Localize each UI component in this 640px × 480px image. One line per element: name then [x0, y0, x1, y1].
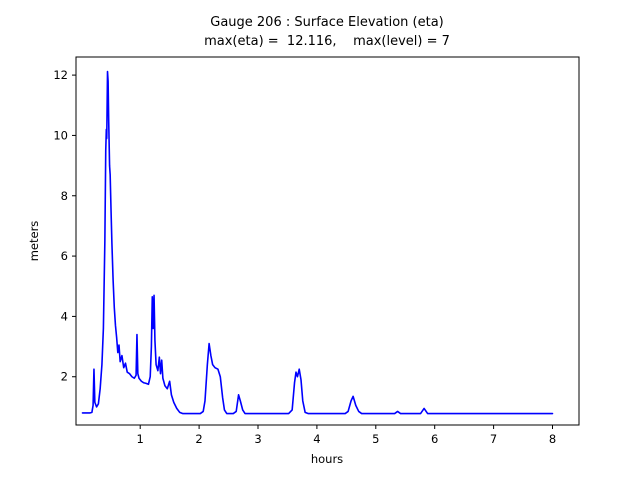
x-tick-label: 5: [372, 432, 379, 446]
y-axis-label: meters: [27, 221, 41, 262]
y-tick-label: 4: [61, 309, 68, 323]
eta-series-line: [81, 70, 554, 415]
x-tick-label: 4: [313, 432, 320, 446]
y-tick-label: 10: [53, 128, 68, 142]
chart-subtitle: max(eta) = 12.116, max(level) = 7: [204, 34, 450, 49]
axes-frame: [75, 56, 580, 426]
x-tick-label: 3: [254, 432, 261, 446]
x-tick-label: 6: [431, 432, 438, 446]
chart-title: Gauge 206 : Surface Elevation (eta): [210, 15, 444, 30]
y-tick-label: 12: [53, 68, 68, 82]
y-tick-label: 6: [61, 249, 68, 263]
y-tick-label: 8: [61, 189, 68, 203]
x-tick-label: 8: [549, 432, 556, 446]
x-tick-label: 2: [195, 432, 202, 446]
y-tick-label: 2: [61, 370, 68, 384]
x-tick-label: 1: [137, 432, 144, 446]
x-axis-label: hours: [311, 452, 343, 466]
x-tick-label: 7: [490, 432, 497, 446]
